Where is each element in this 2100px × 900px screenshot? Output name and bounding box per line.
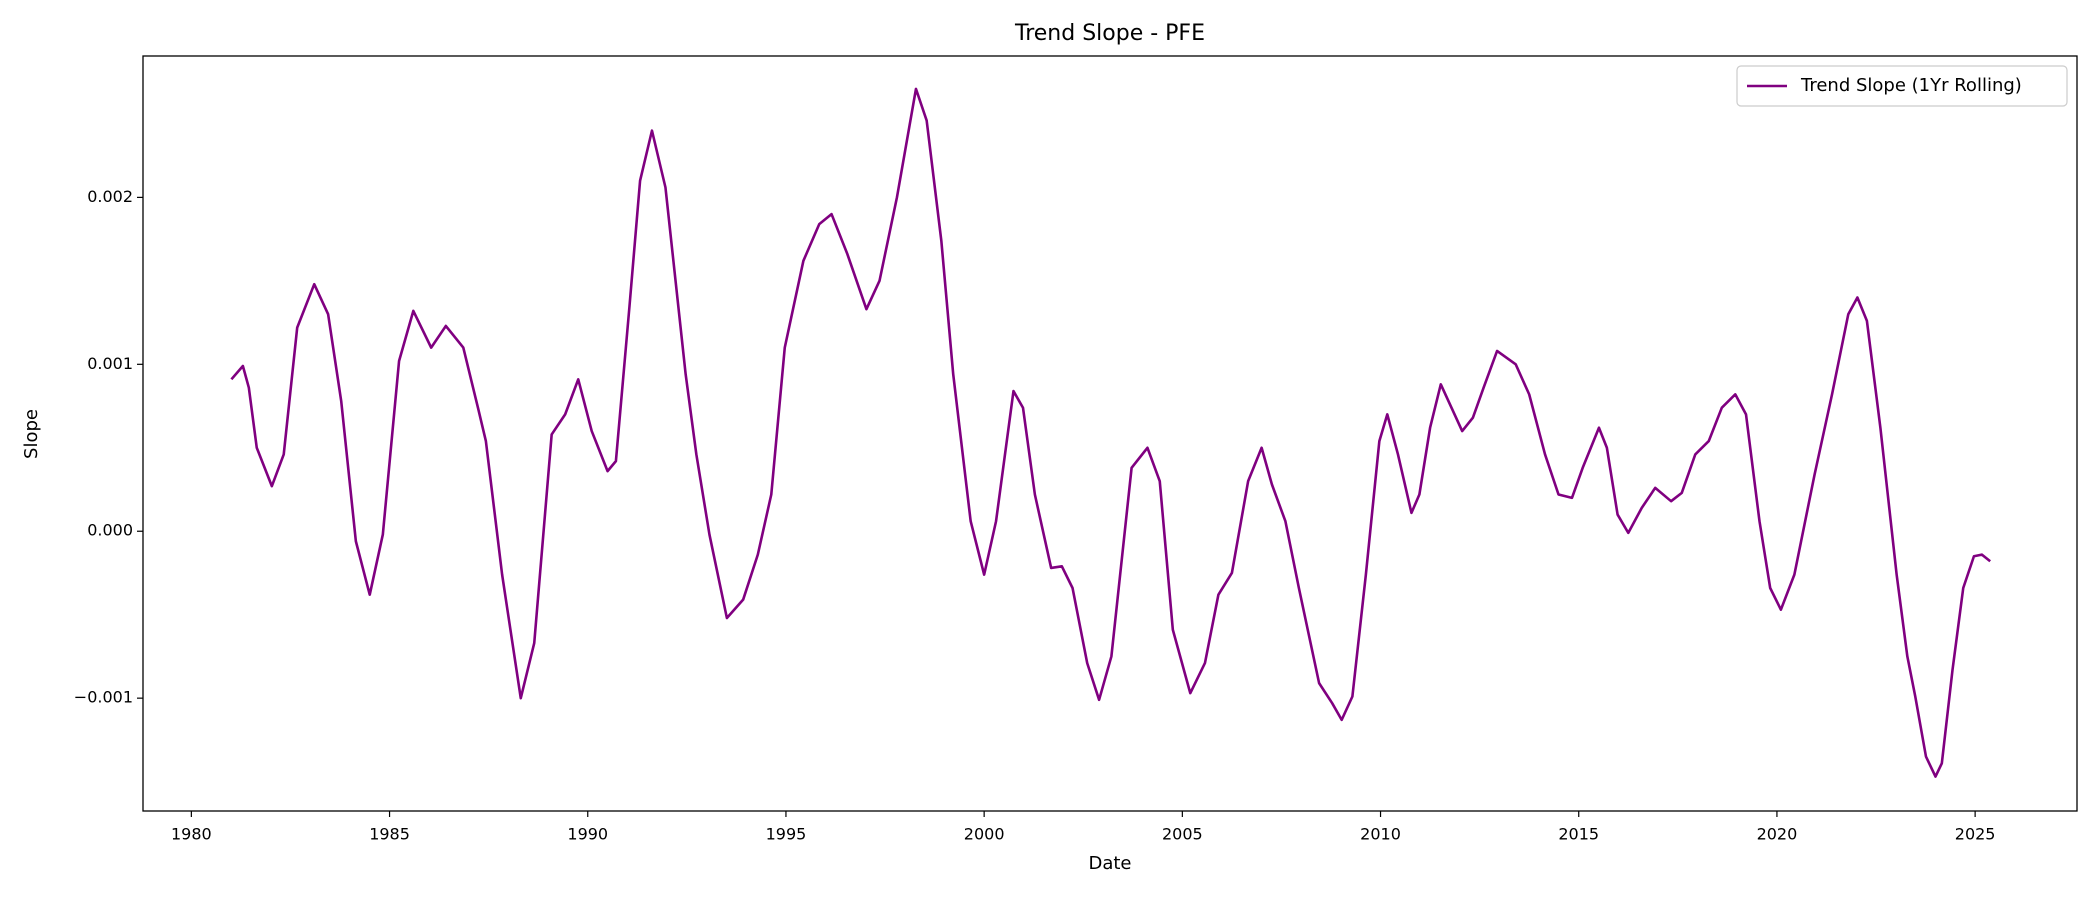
x-tick-label: 1995 [766, 825, 807, 844]
y-tick-label: 0.001 [87, 354, 133, 373]
x-tick-label: 2025 [1955, 825, 1996, 844]
x-tick-label: 1990 [567, 825, 608, 844]
x-tick-label: 1985 [369, 825, 410, 844]
x-tick-label: 2000 [964, 825, 1005, 844]
y-tick-label: 0.000 [87, 521, 133, 540]
x-tick-label: 2020 [1757, 825, 1798, 844]
y-tick-label: 0.002 [87, 187, 133, 206]
x-tick-label: 2010 [1360, 825, 1401, 844]
y-tick-label: −0.001 [74, 688, 133, 707]
legend-box [1736, 65, 2068, 107]
chart-title: Trend Slope - PFE [1014, 21, 1205, 46]
legend-label: Trend Slope (1Yr Rolling) [1800, 75, 2022, 96]
x-tick-label: 2015 [1558, 825, 1599, 844]
x-tick-label: 1980 [171, 825, 212, 844]
y-axis-label: Slope [21, 409, 42, 459]
x-tick-label: 2005 [1162, 825, 1203, 844]
line [230, 87, 1992, 778]
x-axis-label: Date [1088, 853, 1131, 874]
plot-frame [142, 55, 2078, 812]
